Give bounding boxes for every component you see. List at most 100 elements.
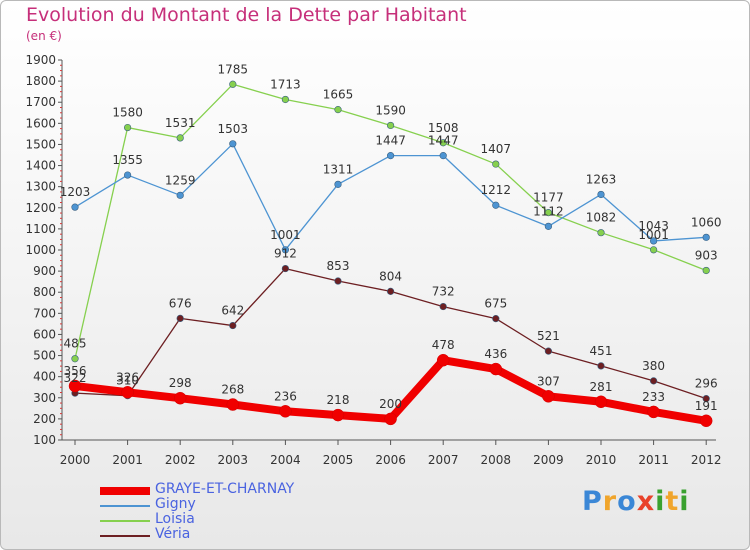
data-point-v-ria <box>387 287 395 295</box>
data-label-loisia: 903 <box>695 248 718 262</box>
data-label-graye-et-charnay: 200 <box>379 397 402 411</box>
legend-label: Gigny <box>155 496 196 512</box>
data-label-gigny: 1043 <box>638 219 669 233</box>
legend-swatch <box>100 520 150 522</box>
data-label-graye-et-charnay: 478 <box>432 338 455 352</box>
data-label-loisia: 1177 <box>533 191 564 205</box>
data-point-graye-et-charnay <box>594 395 608 409</box>
data-label-v-ria: 642 <box>221 304 244 318</box>
logo-letter: t <box>665 486 680 517</box>
data-label-loisia: 1508 <box>428 121 459 135</box>
data-label-graye-et-charnay: 436 <box>484 347 507 361</box>
x-tick-label: 2003 <box>218 453 249 467</box>
data-label-graye-et-charnay: 281 <box>590 380 613 394</box>
data-label-gigny: 1060 <box>691 215 722 229</box>
x-tick-label: 2010 <box>586 453 617 467</box>
data-label-loisia: 1713 <box>270 77 301 91</box>
data-label-loisia: 1001 <box>638 228 669 242</box>
data-label-graye-et-charnay: 356 <box>64 364 87 378</box>
data-point-loisia <box>176 134 184 142</box>
data-label-v-ria: 451 <box>590 344 613 358</box>
data-label-graye-et-charnay: 218 <box>327 393 350 407</box>
data-point-gigny <box>649 237 658 245</box>
y-tick-label: 600 <box>33 327 56 341</box>
data-point-loisia <box>71 355 79 363</box>
data-label-v-ria: 804 <box>379 269 402 283</box>
data-label-v-ria: 732 <box>432 285 455 299</box>
data-point-graye-et-charnay <box>436 353 450 367</box>
data-point-gigny <box>71 203 79 211</box>
data-point-v-ria <box>649 377 658 385</box>
data-label-gigny: 1447 <box>428 134 459 148</box>
y-tick-label: 1500 <box>25 137 56 151</box>
y-tick-label: 800 <box>33 285 56 299</box>
y-tick-label: 100 <box>33 433 56 447</box>
data-label-gigny: 1259 <box>165 173 196 187</box>
data-label-graye-et-charnay: 307 <box>537 374 560 388</box>
data-point-gigny <box>702 233 710 241</box>
data-label-loisia: 1785 <box>218 62 249 76</box>
data-label-loisia: 1082 <box>586 211 617 225</box>
logo-letter: o <box>617 486 637 517</box>
data-label-gigny: 1203 <box>60 185 91 199</box>
data-label-graye-et-charnay: 191 <box>695 399 718 413</box>
data-label-v-ria: 853 <box>327 259 350 273</box>
data-point-gigny <box>597 190 605 199</box>
proxiti-logo: Proxiti <box>582 486 690 517</box>
legend-label: GRAYE-ET-CHARNAY <box>155 481 295 497</box>
data-label-v-ria: 912 <box>274 247 297 261</box>
y-tick-label: 1900 <box>25 53 56 67</box>
y-tick-label: 1600 <box>25 116 56 130</box>
data-label-loisia: 485 <box>64 337 87 351</box>
legend-swatch <box>100 487 150 495</box>
y-tick-label: 1800 <box>25 74 56 88</box>
y-tick-label: 900 <box>33 264 56 278</box>
chart-title: Evolution du Montant de la Dette par Hab… <box>26 4 467 26</box>
data-label-v-ria: 380 <box>642 359 665 373</box>
data-point-gigny <box>492 201 500 209</box>
logo-letter: P <box>582 486 603 517</box>
x-tick-label: 2001 <box>112 453 143 467</box>
data-label-v-ria: 521 <box>537 329 560 343</box>
legend-swatch <box>100 535 150 537</box>
x-tick-label: 2006 <box>375 453 406 467</box>
x-tick-label: 2000 <box>60 453 91 467</box>
data-label-v-ria: 675 <box>484 297 507 311</box>
data-label-graye-et-charnay: 298 <box>169 376 192 390</box>
data-point-graye-et-charnay <box>173 391 187 405</box>
data-label-loisia: 1665 <box>323 88 354 102</box>
data-point-loisia <box>387 121 395 130</box>
data-label-graye-et-charnay: 268 <box>221 383 244 397</box>
data-label-graye-et-charnay: 236 <box>274 389 297 403</box>
legend-swatch <box>100 505 150 507</box>
data-point-graye-et-charnay <box>647 405 660 419</box>
data-point-loisia <box>281 95 290 104</box>
data-point-v-ria <box>702 395 710 403</box>
data-label-gigny: 1355 <box>112 153 143 167</box>
data-point-loisia <box>597 229 605 237</box>
x-tick-label: 2012 <box>691 453 722 467</box>
data-label-gigny: 1212 <box>481 183 512 197</box>
data-point-loisia <box>544 209 553 217</box>
y-tick-label: 500 <box>33 349 56 363</box>
logo-letter: i <box>679 486 690 517</box>
data-point-loisia <box>334 106 342 114</box>
data-point-gigny <box>544 222 553 230</box>
data-label-gigny: 1447 <box>375 134 406 148</box>
series-line-gigny <box>74 143 707 251</box>
data-point-graye-et-charnay <box>226 398 240 411</box>
data-label-v-ria: 296 <box>695 377 718 391</box>
x-tick-label: 2007 <box>428 453 459 467</box>
data-point-loisia <box>439 139 447 147</box>
data-point-graye-et-charnay <box>384 412 397 426</box>
legend-label: Loisia <box>155 511 195 527</box>
data-point-v-ria <box>492 315 500 323</box>
data-point-gigny <box>334 180 342 188</box>
data-label-graye-et-charnay: 233 <box>642 390 665 404</box>
x-tick-label: 2011 <box>638 453 669 467</box>
y-tick-label: 1200 <box>25 201 56 215</box>
data-label-loisia: 1580 <box>112 106 143 120</box>
data-point-loisia <box>123 123 132 132</box>
x-tick-label: 2008 <box>481 453 512 467</box>
y-tick-label: 200 <box>33 412 56 426</box>
